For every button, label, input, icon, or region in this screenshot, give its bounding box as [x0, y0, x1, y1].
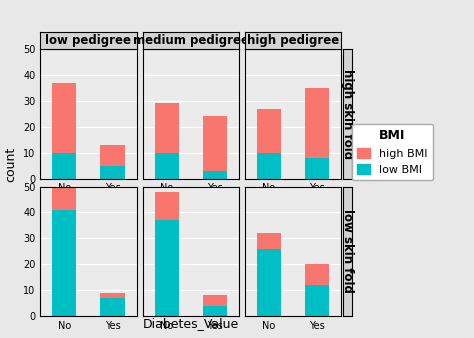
Bar	[155, 220, 179, 316]
Bar	[52, 153, 76, 178]
Bar	[52, 210, 76, 316]
Bar	[305, 264, 329, 285]
Text: count: count	[5, 146, 18, 182]
Bar	[203, 306, 227, 316]
Bar	[155, 103, 179, 153]
Bar	[305, 285, 329, 316]
Text: medium pedigree: medium pedigree	[133, 34, 249, 47]
Text: high skin fold: high skin fold	[341, 69, 354, 159]
Text: low pedigree: low pedigree	[46, 34, 131, 47]
Bar	[257, 249, 281, 316]
Text: Diabetes_Value: Diabetes_Value	[143, 317, 239, 330]
Bar	[52, 83, 76, 153]
Bar	[257, 108, 281, 153]
Bar	[52, 187, 76, 210]
Bar	[155, 192, 179, 220]
Bar	[203, 116, 227, 171]
Bar	[257, 233, 281, 249]
Bar	[100, 293, 125, 298]
Text: high pedigree: high pedigree	[247, 34, 339, 47]
Bar	[203, 295, 227, 306]
Bar	[155, 153, 179, 178]
Legend: high BMI, low BMI: high BMI, low BMI	[352, 124, 433, 180]
Text: low skin fold: low skin fold	[341, 209, 354, 293]
Bar	[100, 145, 125, 166]
Bar	[100, 166, 125, 178]
Bar	[203, 171, 227, 178]
Bar	[100, 298, 125, 316]
Bar	[305, 158, 329, 178]
Bar	[305, 88, 329, 158]
Bar	[257, 153, 281, 178]
